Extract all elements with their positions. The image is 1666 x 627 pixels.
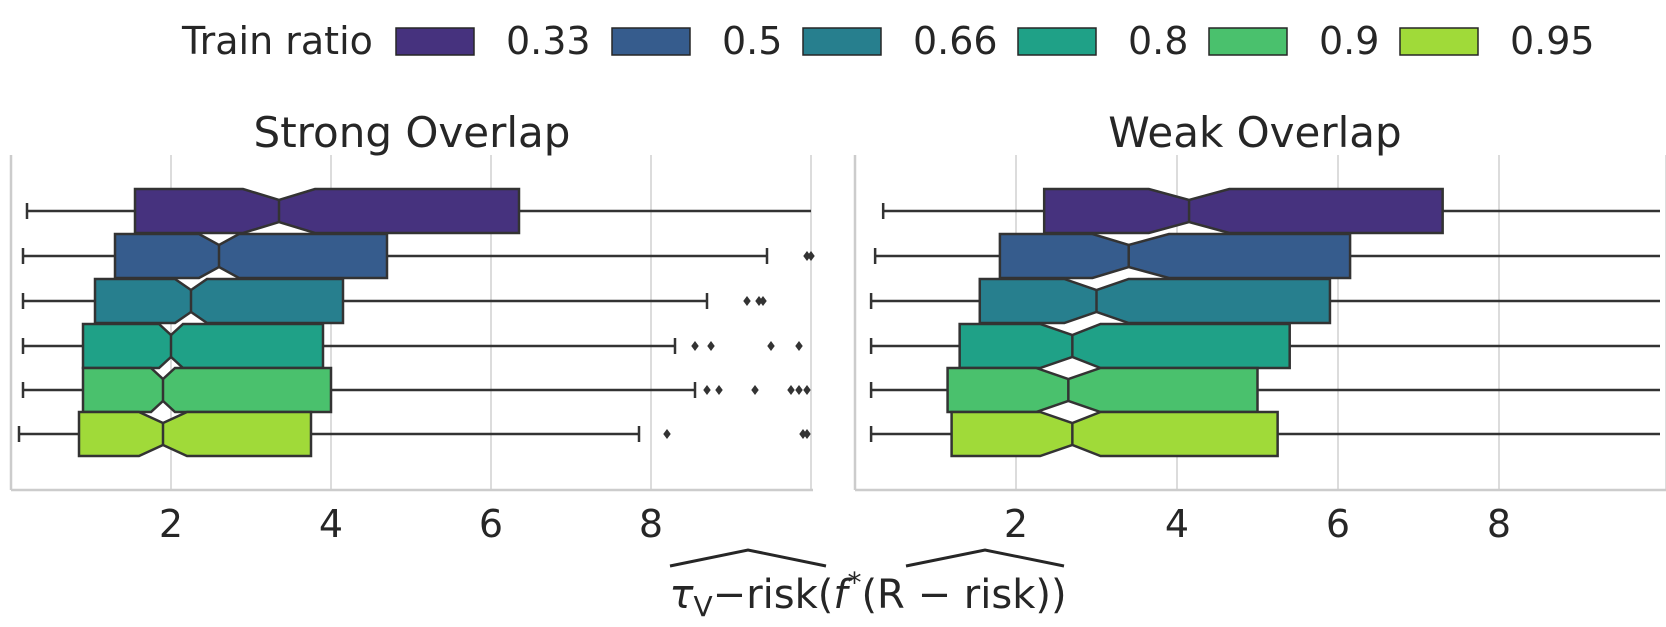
- legend-items: 0.33 0.5 0.66 0.8 0.9 0.95: [395, 19, 1595, 63]
- outlier-point: [803, 429, 811, 439]
- legend-label-2: 0.66: [913, 19, 998, 63]
- legend-swatch-5: [1399, 27, 1479, 56]
- x-axis-label-star: *: [847, 566, 861, 599]
- x-axis-label-tau: τ: [669, 572, 694, 618]
- outlier-point: [767, 341, 775, 351]
- x-tick-label-6: 6: [1326, 502, 1350, 546]
- box-body: [77, 410, 313, 458]
- box-body: [81, 322, 325, 370]
- box-body: [81, 366, 333, 414]
- legend-label-4: 0.9: [1319, 19, 1379, 63]
- box-body: [113, 232, 389, 280]
- box-0.66: [869, 277, 1660, 325]
- legend-label-5: 0.95: [1510, 19, 1595, 63]
- x-tick-label-2: 2: [159, 502, 183, 546]
- x-axis-label-rest: (R − risk)): [861, 572, 1066, 618]
- box-0.9: [869, 366, 1660, 414]
- legend-swatch-1: [611, 27, 691, 56]
- x-axis-label-mid: −risk(: [713, 572, 834, 618]
- box-body: [958, 322, 1291, 370]
- x-axis-label: τV−risk(f*(R − risk)): [669, 548, 1067, 623]
- outlier-point: [795, 385, 803, 395]
- outlier-point: [691, 341, 699, 351]
- legend-swatch-0: [395, 27, 475, 56]
- box-0.33: [881, 187, 1660, 235]
- box-body: [978, 277, 1332, 325]
- outlier-point: [795, 341, 803, 351]
- box-0.9: [21, 366, 811, 414]
- x-tick-label-6: 6: [479, 502, 503, 546]
- x-tick-label-4: 4: [319, 502, 343, 546]
- outlier-point: [703, 385, 711, 395]
- legend-title: Train ratio: [181, 19, 373, 63]
- legend-swatch-2: [802, 27, 882, 56]
- box-0.8: [21, 322, 803, 370]
- x-axis-label-tau-sub: V: [694, 590, 713, 623]
- outlier-point: [715, 385, 723, 395]
- box-0.66: [21, 277, 767, 325]
- legend-label-1: 0.5: [722, 19, 782, 63]
- panel-title: Weak Overlap: [1108, 108, 1401, 157]
- outlier-point: [803, 385, 811, 395]
- box-body: [946, 366, 1259, 414]
- box-body: [1042, 187, 1444, 235]
- legend-swatch-3: [1017, 27, 1097, 56]
- box-body: [998, 232, 1352, 280]
- box-0.8: [869, 322, 1660, 370]
- legend-label-3: 0.8: [1128, 19, 1188, 63]
- outlier-point: [759, 296, 767, 306]
- x-tick-label-8: 8: [639, 502, 663, 546]
- x-tick-label-2: 2: [1004, 502, 1028, 546]
- outlier-point: [799, 429, 807, 439]
- legend-swatch-4: [1208, 27, 1288, 56]
- x-tick-label-4: 4: [1165, 502, 1189, 546]
- box-0.95: [17, 410, 811, 458]
- x-axis-label-text: τV−risk(f*(R − risk)): [669, 566, 1066, 623]
- outlier-point: [755, 296, 763, 306]
- panel-title: Strong Overlap: [254, 108, 571, 157]
- outlier-point: [787, 385, 795, 395]
- outlier-point: [743, 296, 751, 306]
- outlier-point: [807, 251, 815, 261]
- box-0.5: [21, 232, 815, 280]
- legend-label-0: 0.33: [506, 19, 591, 63]
- x-axis-label-hat-2: [905, 548, 1065, 568]
- box-0.5: [873, 232, 1660, 280]
- panel-weak-overlap: Weak Overlap 2 4 6 8: [853, 108, 1666, 546]
- box-body: [93, 277, 345, 325]
- box-body: [950, 410, 1279, 458]
- legend: Train ratio 0.33 0.5 0.66 0.8 0.9 0.95: [181, 19, 1595, 63]
- box-body: [133, 187, 521, 235]
- box-0.33: [25, 187, 811, 235]
- outlier-point: [803, 251, 811, 261]
- x-tick-label-8: 8: [1487, 502, 1511, 546]
- outlier-point: [751, 385, 759, 395]
- outlier-point: [663, 429, 671, 439]
- x-axis-label-hat-1: [669, 548, 827, 568]
- panel-strong-overlap: Strong Overlap 2 4 6 8: [9, 108, 815, 546]
- box-0.95: [869, 410, 1660, 458]
- outlier-point: [707, 341, 715, 351]
